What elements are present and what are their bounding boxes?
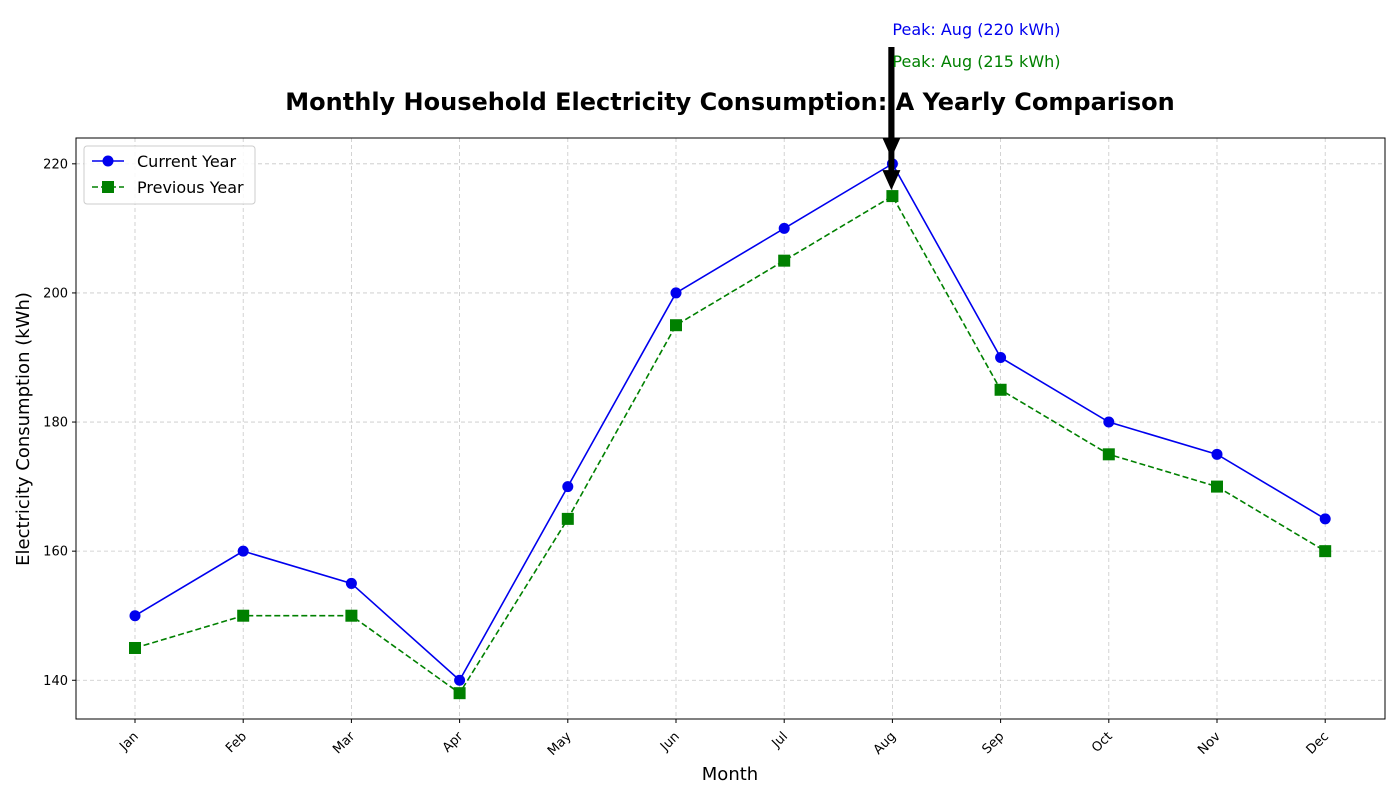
peak-annotation: Peak: Aug (215 kWh) <box>882 47 1061 191</box>
data-point <box>886 190 899 203</box>
data-point <box>1103 416 1115 428</box>
data-point <box>778 222 790 234</box>
x-tick-label: Apr <box>440 729 467 756</box>
data-point <box>670 287 682 299</box>
legend-marker <box>102 181 114 193</box>
y-tick-label: 180 <box>43 416 68 431</box>
plot-frame <box>75 137 1386 720</box>
x-tick-label: Aug <box>871 729 900 758</box>
data-point <box>562 481 574 493</box>
x-tick-label: Nov <box>1195 729 1224 758</box>
data-point <box>778 254 791 267</box>
data-point <box>345 577 357 589</box>
y-tick-label: 220 <box>43 157 68 172</box>
x-tick-label: May <box>545 729 575 759</box>
annotation-arrow-head <box>882 170 901 191</box>
legend-frame <box>83 145 256 205</box>
x-tick-label: Jan <box>116 729 141 754</box>
data-point <box>453 687 466 700</box>
data-point <box>994 383 1007 396</box>
data-point <box>1211 480 1223 493</box>
legend-marker <box>102 155 114 167</box>
data-point <box>129 641 141 654</box>
x-axis-title: Month <box>702 764 758 785</box>
x-tick-label: Feb <box>223 729 250 756</box>
x-tick-label: Dec <box>1304 729 1332 757</box>
legend-item: Previous Year <box>92 178 244 197</box>
x-tick-label: Sep <box>979 729 1007 757</box>
series-previous-year <box>129 190 1332 700</box>
data-point <box>237 609 250 622</box>
data-point <box>1319 545 1332 558</box>
legend-label: Previous Year <box>137 178 244 197</box>
data-point <box>345 609 358 622</box>
grid-layer <box>76 138 1385 719</box>
x-tick-label: Oct <box>1089 729 1116 756</box>
series-layer <box>129 158 1332 700</box>
legend: Current Year Previous Year <box>83 145 256 205</box>
legend-item: Current Year <box>92 152 236 171</box>
data-point <box>1211 448 1223 460</box>
data-point <box>237 545 249 557</box>
x-tick-label: Jun <box>657 729 683 755</box>
data-point <box>129 610 141 622</box>
annotation-label: Peak: Aug (220 kWh) <box>892 20 1060 39</box>
annotation-label: Peak: Aug (215 kWh) <box>892 52 1060 71</box>
x-axis: Jan Feb Mar Apr May Jun Jul Aug Sep Oct Nov Dec <box>116 719 1332 759</box>
y-tick-label: 140 <box>43 674 68 689</box>
series-line <box>134 194 1326 695</box>
data-point <box>670 319 682 332</box>
y-tick-label: 160 <box>43 545 68 560</box>
x-tick-label: Jul <box>769 729 791 751</box>
y-axis-title: Electricity Consumption (kWh) <box>13 292 34 566</box>
x-tick-label: Mar <box>330 729 358 757</box>
data-point <box>1102 448 1115 461</box>
data-point <box>1319 513 1331 525</box>
y-tick-label: 200 <box>43 286 68 301</box>
y-axis: 140 160 180 200 220 <box>43 157 76 689</box>
series-line <box>134 162 1326 682</box>
data-point <box>454 674 466 686</box>
annotation-layer: Peak: Aug (220 kWh) Peak: Aug (215 kWh) <box>882 20 1061 191</box>
series-current-year <box>129 158 1331 686</box>
legend-items: Current Year Previous Year <box>92 152 244 197</box>
data-point <box>995 351 1007 363</box>
chart-title: Monthly Household Electricity Consumptio… <box>285 88 1174 116</box>
data-point <box>561 512 574 525</box>
legend-label: Current Year <box>137 152 236 171</box>
